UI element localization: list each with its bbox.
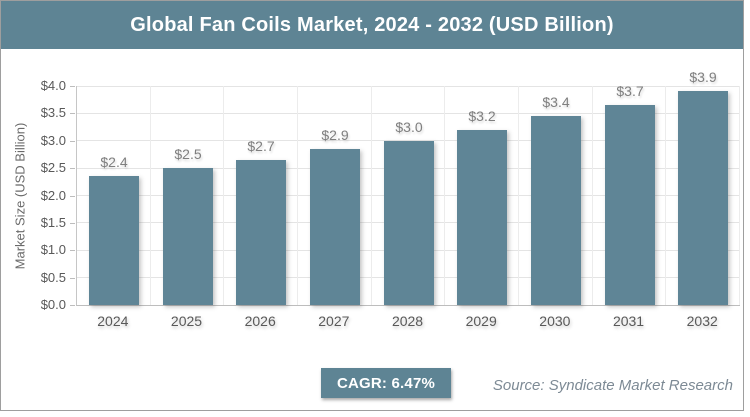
y-axis-tick-label: $1.0 <box>40 242 66 258</box>
bar-value-label: $2.7 <box>247 138 275 154</box>
chart-panel: Global Fan Coils Market, 2024 - 2032 (US… <box>0 0 744 411</box>
y-axis-tick-mark <box>70 250 75 252</box>
y-axis-tick-mark <box>70 195 75 197</box>
bar-value-label: $2.9 <box>321 127 349 143</box>
y-axis-tick-label: $2.0 <box>40 187 66 203</box>
x-axis-tick-label: 2030 <box>539 313 571 329</box>
gridline-vertical <box>665 86 666 305</box>
bar-value-label: $3.9 <box>689 69 717 85</box>
x-axis-tick-label: 2029 <box>465 313 497 329</box>
x-axis-tick-label: 2024 <box>97 313 129 329</box>
bar-value-label: $3.2 <box>468 108 496 124</box>
gridline-vertical <box>223 86 224 305</box>
bar-value-label: $3.0 <box>395 119 423 135</box>
y-axis-tick-mark <box>70 222 75 224</box>
chart-title-bar: Global Fan Coils Market, 2024 - 2032 (US… <box>1 1 743 49</box>
y-axis-tick-mark <box>70 277 75 279</box>
y-axis-tick-label: $3.0 <box>40 132 66 148</box>
source-text: Source: Syndicate Market Research <box>492 377 733 394</box>
bar-2028 <box>384 141 434 305</box>
x-axis-tick-label: 2032 <box>686 313 718 329</box>
bar-2029 <box>457 130 507 305</box>
gridline-horizontal <box>77 140 740 142</box>
bar-value-label: $3.4 <box>542 94 570 110</box>
bar-2030 <box>531 116 581 305</box>
y-axis-tick-mark <box>70 168 75 170</box>
x-axis-tick-label: 2031 <box>612 313 645 329</box>
gridline-vertical <box>444 86 445 305</box>
page-title: Global Fan Coils Market, 2024 - 2032 (US… <box>130 13 614 36</box>
bar-value-label: $2.5 <box>174 146 202 162</box>
gridline-horizontal <box>77 85 740 87</box>
x-axis-tick-label: 2025 <box>170 313 203 329</box>
bar-2032 <box>678 91 728 305</box>
x-axis-tick-label: 2028 <box>391 313 424 329</box>
gridline-vertical <box>592 86 593 305</box>
x-axis-tick-label: 2026 <box>244 313 276 329</box>
y-axis-tick-label: $3.5 <box>40 105 66 121</box>
bar-2026 <box>236 160 286 305</box>
y-axis-tick-label: $4.0 <box>40 78 66 93</box>
bar-value-label: $2.4 <box>100 154 128 170</box>
y-axis-tick-label: $0.0 <box>40 297 66 312</box>
gridline-vertical <box>739 86 740 305</box>
x-axis-tick-labels: 2024 2025 2026 2027 2028 2029 2030 2031 2032 <box>76 313 739 329</box>
bar-2025 <box>163 168 213 305</box>
y-axis-tick-mark <box>70 140 75 142</box>
y-axis-tick-label: $2.5 <box>40 160 66 176</box>
cagr-badge: CAGR: 6.47% <box>321 368 451 398</box>
chart-footer: CAGR: 6.47% Source: Syndicate Market Res… <box>1 359 743 410</box>
bar-value-label: $3.7 <box>616 83 644 99</box>
y-axis-tick-mark <box>70 86 75 87</box>
y-axis-tick-label: $1.5 <box>40 214 66 230</box>
y-axis-tick-mark <box>70 113 75 115</box>
gridline-vertical <box>297 86 298 305</box>
gridline-vertical <box>518 86 519 305</box>
x-axis-tick-label: 2027 <box>318 313 350 329</box>
y-axis-tick-mark <box>70 305 75 306</box>
bar-2027 <box>310 149 360 305</box>
bar-2031 <box>605 105 655 305</box>
bar-2024 <box>89 176 139 305</box>
chart-area: Market Size (USD Billion) $2.4 $2.5 $2.7 $2… <box>1 49 743 359</box>
gridline-horizontal <box>77 112 740 114</box>
gridline-vertical <box>150 86 151 305</box>
y-axis-tick-label: $0.5 <box>40 269 66 285</box>
gridline-vertical <box>371 86 372 305</box>
plot-area: $2.4 $2.5 $2.7 $2.9 $3.0 $3.2 $3.4 $3.7 $3.9 <box>76 69 740 306</box>
